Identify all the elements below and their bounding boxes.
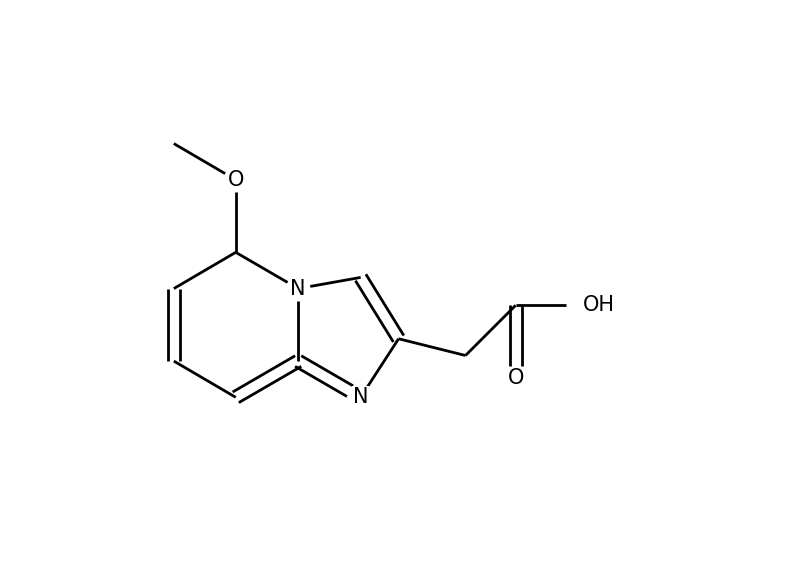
Text: O: O	[508, 368, 524, 388]
Text: N: N	[353, 387, 369, 408]
Text: N: N	[291, 278, 306, 299]
Text: O: O	[228, 170, 244, 190]
Text: N: N	[353, 387, 369, 408]
Text: OH: OH	[582, 295, 615, 315]
Text: N: N	[291, 278, 306, 299]
Text: OH: OH	[582, 295, 615, 315]
Text: O: O	[228, 170, 244, 190]
Text: O: O	[508, 368, 524, 388]
